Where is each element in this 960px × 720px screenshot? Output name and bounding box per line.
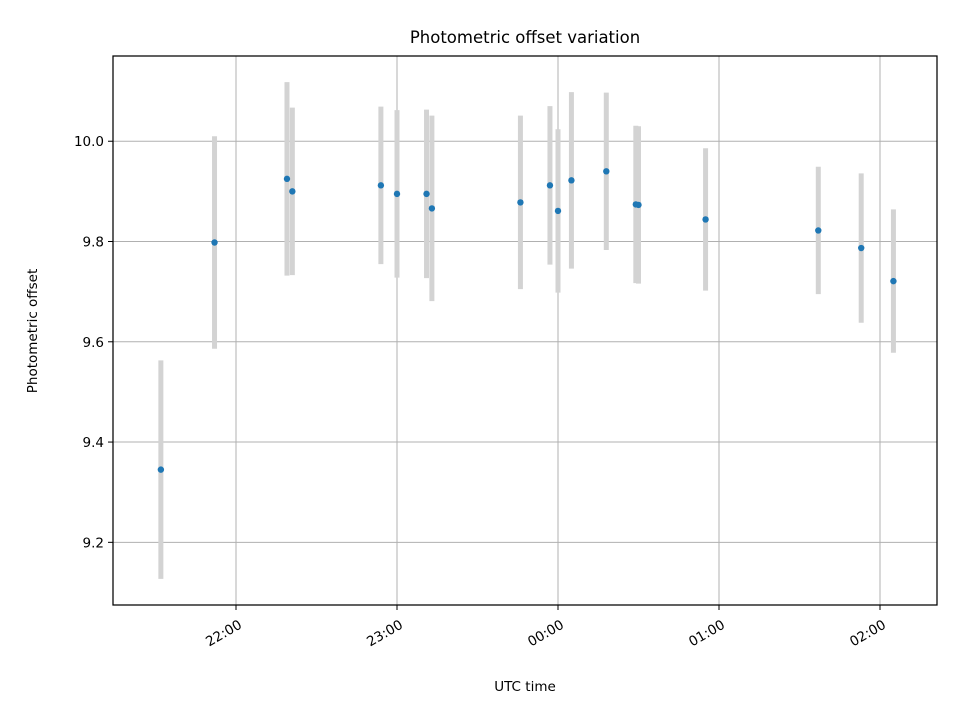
y-axis-label: Photometric offset [25,269,41,393]
data-point [858,244,865,252]
data-point [635,201,642,209]
data-point [289,188,296,195]
data-points [157,168,897,473]
axis-ticks: 9.2 9.4 9.6 9.8 10.0 22:00 23:00 00:00 01:00 02:0… [74,134,889,650]
data-point [211,239,218,246]
error-bars [158,82,896,579]
y-tick-label: 9.2 [83,535,104,551]
data-point [377,182,385,189]
x-axis-label: UTC time [494,679,556,695]
data-point [428,205,436,212]
x-tick-label: 23:00 [364,617,406,650]
x-tick-label: 02:00 [847,617,889,650]
data-point [393,190,401,198]
data-point [603,168,610,175]
data-point [890,277,897,285]
data-point [517,199,524,206]
data-point [546,182,554,189]
x-tick-label: 01:00 [686,617,728,650]
data-point [157,466,165,473]
data-point [815,227,822,234]
data-point [702,216,709,223]
y-tick-label: 9.8 [83,235,104,251]
grid [113,56,937,605]
y-tick-label: 9.6 [83,335,104,351]
y-tick-label: 9.4 [83,435,104,451]
x-tick-label: 22:00 [203,617,245,650]
plot-frame [112,55,938,606]
data-point [283,175,291,183]
y-tick-label: 10.0 [74,134,104,150]
x-tick-label: 00:00 [525,617,567,650]
chart-title: Photometric offset variation [410,28,640,47]
data-point [554,207,562,215]
data-point [568,177,575,184]
data-point [423,190,430,198]
